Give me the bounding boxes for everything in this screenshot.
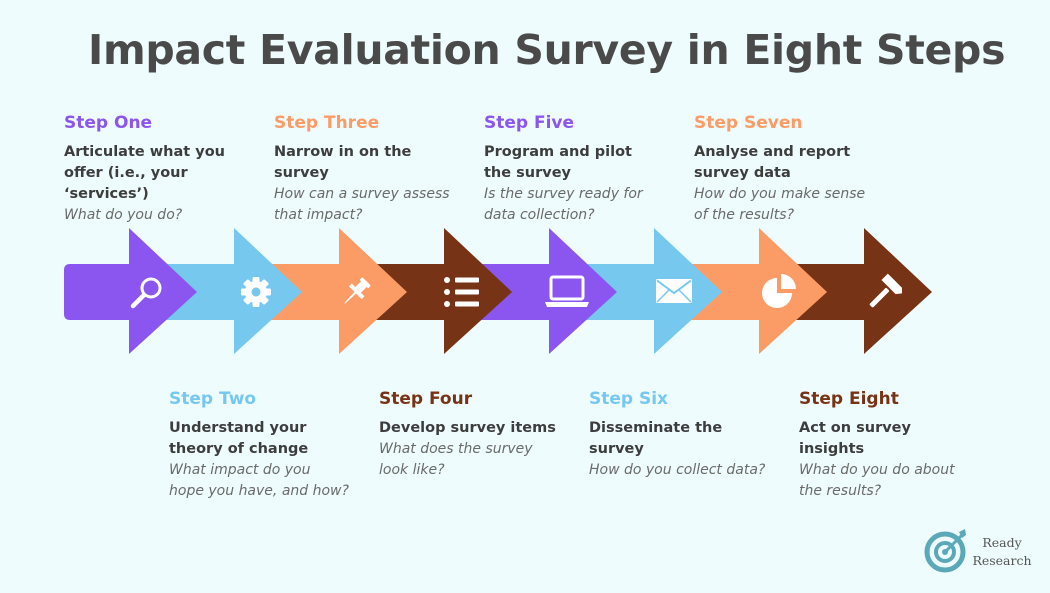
step-8: Step Eight Act on survey insights What d… bbox=[799, 389, 979, 502]
step-question: How do you make sense of the results? bbox=[694, 186, 866, 223]
logo-text: Ready Research bbox=[972, 534, 1032, 570]
ready-research-logo bbox=[924, 529, 966, 573]
step-label: Step Eight bbox=[799, 389, 899, 409]
step-4-arrow bbox=[376, 228, 512, 354]
list-icon bbox=[444, 277, 479, 307]
step-label: Step Seven bbox=[694, 113, 803, 133]
step-label: Step One bbox=[64, 113, 153, 133]
step-7: Step Seven Analyse and report survey dat… bbox=[694, 113, 874, 226]
step-6: Step Six Disseminate the survey How do y… bbox=[589, 389, 769, 481]
step-heading: Program and pilot the survey bbox=[484, 144, 632, 181]
step-2: Step Two Understand your theory of chang… bbox=[169, 389, 349, 502]
step-question: What does the survey look like? bbox=[379, 441, 533, 478]
step-label: Step Four bbox=[379, 389, 473, 409]
step-label: Step Six bbox=[589, 389, 669, 409]
target-arrow-icon bbox=[924, 529, 966, 573]
envelope-icon bbox=[656, 279, 692, 303]
step-heading: Analyse and report survey data bbox=[694, 144, 851, 181]
page-title: Impact Evaluation Survey in Eight Steps bbox=[88, 26, 1006, 74]
step-2-arrow bbox=[166, 228, 302, 354]
step-3: Step Three Narrow in on the survey How c… bbox=[274, 113, 454, 226]
step-question: What do you do about the results? bbox=[799, 462, 955, 499]
step-label: Step Five bbox=[484, 113, 575, 133]
step-question: What impact do you hope you have, and ho… bbox=[169, 462, 349, 499]
step-heading: Act on survey insights bbox=[799, 420, 911, 457]
step-question: How do you collect data? bbox=[589, 462, 766, 478]
step-8-arrow bbox=[796, 228, 932, 354]
step-7-arrow bbox=[691, 228, 827, 354]
pie-chart-icon bbox=[762, 274, 796, 308]
step-5-arrow bbox=[481, 228, 617, 354]
step-4: Step Four Develop survey items What does… bbox=[379, 389, 559, 481]
step-question: Is the survey ready for data collection? bbox=[484, 186, 643, 223]
step-heading: Narrow in on the survey bbox=[274, 144, 412, 181]
logo-line-1: Ready bbox=[982, 535, 1022, 550]
step-1-arrow bbox=[64, 228, 197, 354]
step-5: Step Five Program and pilot the survey I… bbox=[484, 113, 664, 226]
gear-icon bbox=[241, 277, 271, 307]
step-heading: Develop survey items bbox=[379, 420, 556, 436]
step-question: What do you do? bbox=[64, 207, 183, 223]
step-heading: Articulate what you offer (i.e., your ‘s… bbox=[64, 144, 225, 202]
logo-line-2: Research bbox=[972, 553, 1032, 568]
step-question: How can a survey assess that impact? bbox=[274, 186, 450, 223]
step-heading: Disseminate the survey bbox=[589, 420, 723, 457]
step-label: Step Two bbox=[169, 389, 257, 409]
step-6-arrow bbox=[586, 228, 722, 354]
step-label: Step Three bbox=[274, 113, 380, 133]
step-1: Step One Articulate what you offer (i.e.… bbox=[64, 113, 244, 226]
step-3-arrow bbox=[271, 228, 407, 354]
hammer-icon bbox=[869, 273, 902, 308]
laptop-icon bbox=[545, 275, 589, 307]
step-heading: Understand your theory of change bbox=[169, 420, 309, 457]
magnifier-icon bbox=[130, 277, 162, 309]
